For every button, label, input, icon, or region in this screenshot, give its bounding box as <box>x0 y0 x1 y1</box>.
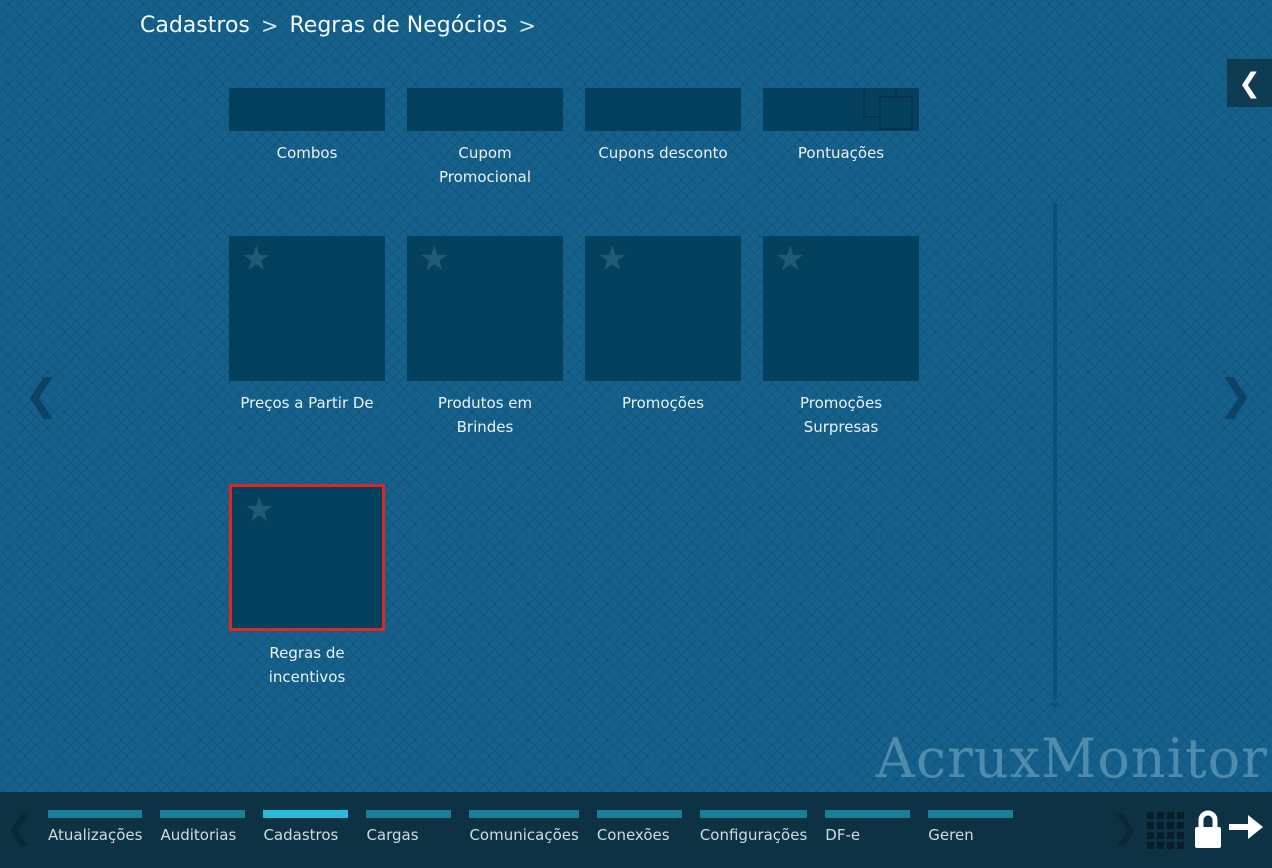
collapse-panel-button[interactable]: ❮ <box>1227 59 1272 107</box>
tab-gerenciamento[interactable]: Geren <box>928 810 1014 844</box>
breadcrumb-separator-icon: > <box>518 13 536 38</box>
tab-indicator <box>160 810 246 818</box>
tile-label: Cupons desconto <box>598 144 728 162</box>
carousel-next-button[interactable]: ❯ <box>1218 370 1254 419</box>
star-icon: ★ <box>775 239 806 279</box>
tab-configuracoes[interactable]: Configurações <box>699 810 808 844</box>
carousel-previous-button[interactable]: ❮ <box>24 370 60 419</box>
tab-auditorias[interactable]: Auditorias <box>160 810 246 844</box>
tile-label: Regras de incentivos <box>268 644 346 686</box>
tabs-scroll-right-button[interactable]: ❯ <box>1112 809 1139 847</box>
tile-pontuacoes[interactable]: Pontuações <box>763 88 919 165</box>
tab-comunicacoes[interactable]: Comunicações <box>469 810 579 844</box>
tab-indicator <box>366 810 452 818</box>
tile-image[interactable]: ★ <box>407 236 563 381</box>
tab-df-e[interactable]: DF-e <box>825 810 911 844</box>
tile-label: Combos <box>276 144 338 162</box>
breadcrumb-separator-icon: > <box>260 13 279 38</box>
tabs-scroll-left-button[interactable]: ❮ <box>6 809 33 847</box>
star-icon: ★ <box>241 239 272 279</box>
tile-label: Preços a Partir De <box>240 394 374 412</box>
tab-indicator <box>825 810 911 818</box>
tab-cadastros[interactable]: Cadastros <box>263 810 349 844</box>
tile-cupons-desconto[interactable]: Cupons desconto <box>585 88 741 165</box>
tile-promocoes-surpresas[interactable]: ★ Promoções Surpresas <box>763 236 919 439</box>
tile-image[interactable] <box>763 88 919 131</box>
tile-image[interactable] <box>585 88 741 131</box>
star-icon: ★ <box>597 239 628 279</box>
tile-promocoes[interactable]: ★ Promoções <box>585 236 741 415</box>
tile-produtos-em-brindes[interactable]: ★ Produtos em Brindes <box>407 236 563 439</box>
tile-image[interactable]: ★ <box>585 236 741 381</box>
tile-precos-a-partir-de[interactable]: ★ Preços a Partir De <box>229 236 385 415</box>
lock-icon[interactable] <box>1193 808 1223 854</box>
overlapping-pages-icon <box>861 88 915 131</box>
tile-label: Promoções <box>621 394 705 412</box>
star-icon: ★ <box>419 239 450 279</box>
breadcrumb: Cadastros > Regras de Negócios > <box>140 13 536 38</box>
tile-image-selected[interactable]: ★ <box>229 484 385 631</box>
tab-indicator-active <box>263 810 349 818</box>
tile-label: Produtos em Brindes <box>437 394 533 436</box>
vertical-scrollbar[interactable] <box>1050 203 1060 709</box>
chevron-left-icon: ❮ <box>1238 67 1261 99</box>
tile-label: Cupom Promocional <box>438 144 532 186</box>
tile-image[interactable] <box>407 88 563 131</box>
tab-indicator <box>928 810 1014 818</box>
tab-cargas[interactable]: Cargas <box>366 810 452 844</box>
tile-cupom-promocional[interactable]: Cupom Promocional <box>407 88 563 189</box>
tab-indicator <box>469 810 579 818</box>
star-icon: ★ <box>244 490 275 530</box>
tab-strip-container: Atualizações Auditorias Cadastros Cargas… <box>48 810 1106 844</box>
tab-atualizacoes[interactable]: Atualizações <box>48 810 143 844</box>
tab-conexoes[interactable]: Conexões <box>596 810 682 844</box>
watermark: AcruxMonitor <box>875 727 1268 790</box>
tab-indicator <box>48 810 143 818</box>
tab-indicator <box>596 810 682 818</box>
tile-label: Promoções Surpresas <box>799 394 883 436</box>
tile-combos[interactable]: Combos <box>229 88 385 165</box>
tile-image[interactable]: ★ <box>763 236 919 381</box>
breadcrumb-item-cadastros[interactable]: Cadastros <box>140 13 250 38</box>
tab-indicator <box>699 810 808 818</box>
tile-regras-de-incentivos[interactable]: ★ Regras de incentivos <box>229 484 385 689</box>
tile-image[interactable]: ★ <box>229 236 385 381</box>
grid-menu-icon[interactable] <box>1147 812 1184 849</box>
breadcrumb-item-regras-de-negocios[interactable]: Regras de Negócios <box>289 13 508 38</box>
bottom-tab-bar: ❮ Atualizações Auditorias Cadastros Carg… <box>0 792 1272 868</box>
tile-label: Pontuações <box>797 144 885 162</box>
arrow-right-icon[interactable] <box>1228 814 1264 844</box>
tile-image[interactable] <box>229 88 385 131</box>
